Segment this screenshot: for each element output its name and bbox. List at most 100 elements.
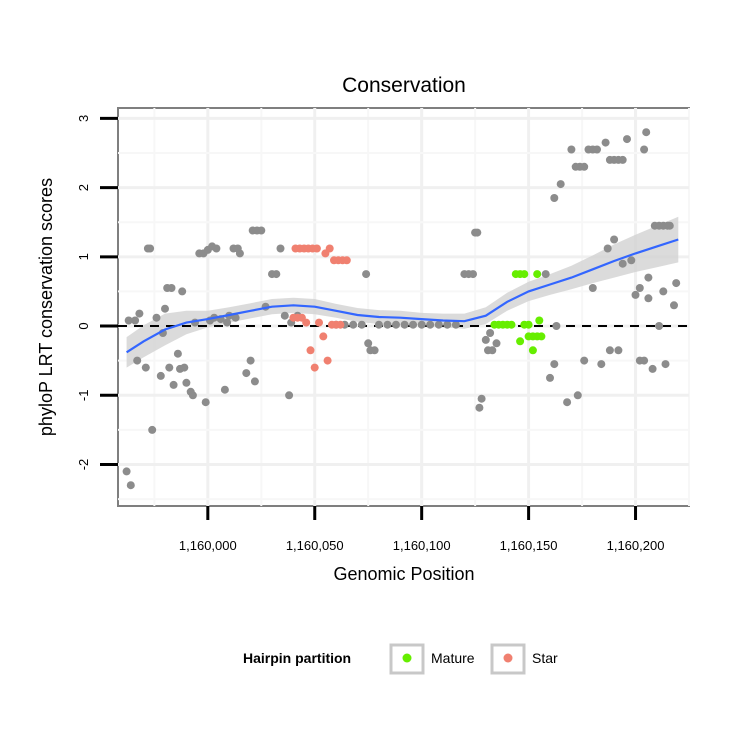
point-other (546, 373, 554, 382)
point-other (362, 270, 371, 279)
x-tick-label: 1,160,200 (607, 538, 665, 553)
point-other (603, 244, 612, 253)
y-tick-label: 0 (76, 322, 91, 329)
smooth-line (126, 238, 679, 354)
point-other (665, 221, 674, 230)
point-other (242, 369, 251, 378)
point-other (272, 270, 281, 279)
point-star (302, 318, 311, 327)
point-other (349, 320, 358, 329)
point-other (475, 403, 484, 412)
point-mature (528, 346, 537, 355)
point-other (661, 360, 670, 369)
legend-swatch-mature (402, 653, 412, 663)
point-other (370, 346, 379, 355)
point-other (640, 145, 649, 154)
point-other (567, 145, 576, 154)
point-other (631, 290, 640, 299)
point-star (325, 244, 334, 253)
point-other (655, 322, 664, 330)
point-other (614, 346, 623, 355)
point-other (156, 371, 165, 380)
point-other (133, 356, 142, 365)
point-star (323, 356, 332, 365)
point-other (635, 284, 644, 292)
point-other (473, 228, 482, 237)
point-mature (507, 320, 516, 329)
point-other (178, 287, 187, 296)
point-other (374, 320, 383, 329)
point-other (223, 318, 232, 327)
point-mature (520, 320, 529, 329)
point-other (580, 356, 589, 365)
point-other (469, 270, 477, 279)
smooth-line-group (126, 238, 679, 354)
point-other (541, 270, 550, 279)
point-other (188, 391, 197, 400)
point-other (556, 180, 565, 189)
point-other (670, 301, 678, 310)
point-other (642, 128, 651, 137)
legend-swatch-star (503, 653, 513, 663)
point-other (443, 320, 452, 329)
point-star (319, 332, 328, 341)
point-other (618, 259, 627, 268)
point-star (312, 244, 321, 253)
point-other (220, 385, 229, 394)
x-tick-label: 1,160,100 (393, 538, 451, 553)
point-other (122, 467, 131, 476)
point-other (146, 244, 155, 253)
point-other (488, 346, 497, 355)
point-mature (533, 270, 542, 279)
point-mature (537, 332, 546, 341)
x-tick-label: 1,160,150 (500, 538, 558, 553)
point-star (336, 320, 345, 329)
y-axis-label: phyloP LRT conservation scores (36, 178, 56, 436)
point-mature (516, 337, 525, 346)
point-other (580, 162, 589, 171)
point-other (383, 320, 392, 329)
point-other (477, 394, 486, 403)
point-other (601, 138, 610, 147)
point-other (169, 380, 178, 389)
point-other (486, 329, 495, 337)
point-other (492, 339, 501, 348)
y-axis: -2 -1 0 1 2 3 (76, 115, 118, 470)
x-axis-label: Genomic Position (333, 564, 474, 584)
legend-label-mature: Mature (431, 650, 475, 666)
point-other (276, 244, 285, 253)
point-other (610, 235, 619, 244)
point-other (618, 155, 627, 164)
point-other (141, 363, 150, 372)
point-other (167, 284, 176, 292)
x-tick-label: 1,160,050 (286, 538, 344, 553)
point-other (451, 320, 460, 329)
point-other (640, 356, 649, 365)
plot-panel (117, 107, 690, 507)
point-other (201, 398, 210, 407)
point-other (550, 194, 559, 202)
point-other (623, 135, 631, 144)
point-other (173, 349, 182, 358)
legend-label-star: Star (532, 650, 558, 666)
point-other (417, 320, 426, 329)
y-tick-label: 3 (76, 115, 91, 122)
point-other (409, 320, 418, 329)
point-other (124, 316, 133, 325)
legend-title: Hairpin partition (243, 650, 351, 666)
point-star (342, 256, 351, 265)
point-other (588, 284, 597, 292)
x-axis: 1,160,000 1,160,050 1,160,100 1,160,150 1,16… (179, 506, 665, 553)
point-other (182, 378, 191, 387)
point-other (552, 322, 561, 330)
point-other (212, 244, 221, 253)
point-other (659, 287, 668, 296)
x-tick-label: 1,160,000 (179, 538, 237, 553)
point-other (563, 398, 572, 407)
point-other (357, 320, 366, 329)
point-mature (520, 270, 529, 279)
point-other (426, 320, 435, 329)
point-other (400, 320, 409, 329)
point-other (235, 249, 244, 258)
